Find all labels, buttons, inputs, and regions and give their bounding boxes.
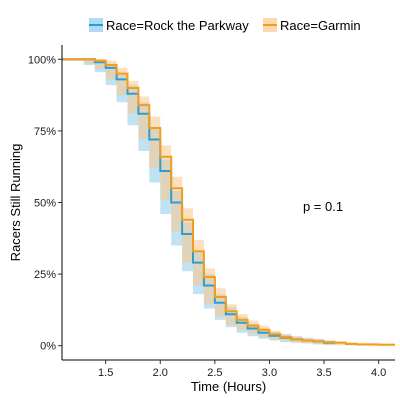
y-tick-label: 100%	[28, 54, 56, 66]
y-tick-label: 0%	[40, 341, 56, 353]
x-tick-label: 2.5	[207, 367, 222, 379]
survival-line-1	[62, 58, 395, 346]
y-tick-label: 25%	[34, 269, 56, 281]
x-tick-label: 3.5	[316, 367, 331, 379]
confidence-band-1	[62, 59, 395, 346]
y-tick-label: 75%	[34, 126, 56, 138]
y-ticks: 0% 25% 50% 75% 100%	[28, 54, 62, 353]
p-value-annotation: p = 0.1	[303, 199, 343, 214]
legend: Race=Rock the Parkway Race=Garmin	[89, 18, 361, 33]
x-tick-label: 4.0	[371, 367, 386, 379]
confidence-bands	[62, 59, 395, 346]
survival-lines	[62, 58, 395, 346]
x-tick-label: 2.0	[153, 367, 168, 379]
confidence-band-0	[62, 59, 335, 346]
x-tick-label: 3.0	[262, 367, 277, 379]
x-tick-label: 1.5	[98, 367, 113, 379]
legend-label: Race=Rock the Parkway	[106, 18, 249, 33]
x-ticks: 1.5 2.0 2.5 3.0 3.5 4.0	[98, 360, 386, 379]
x-axis-title: Time (Hours)	[191, 379, 266, 394]
survival-line-0	[62, 58, 336, 344]
y-tick-label: 50%	[34, 198, 56, 210]
legend-label: Race=Garmin	[280, 18, 361, 33]
y-axis-title: Racers Still Running	[8, 144, 23, 262]
